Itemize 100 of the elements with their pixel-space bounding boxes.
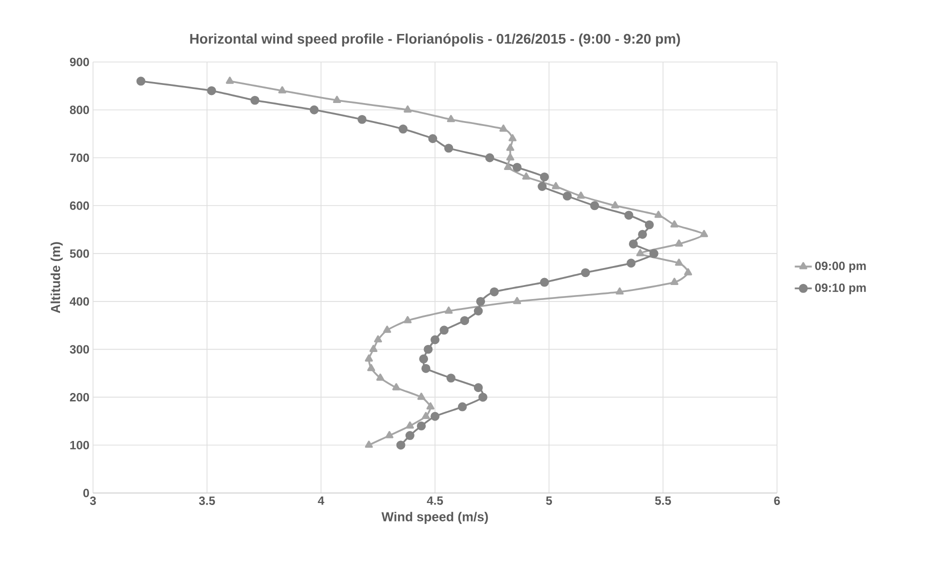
point [426,402,434,410]
point [476,296,486,306]
point [538,182,547,191]
y-tick-label: 200 [70,392,89,402]
point [367,364,376,372]
point [250,96,260,105]
y-tick-label: 400 [70,297,89,306]
point [458,402,467,412]
point [590,201,600,210]
point [644,220,654,230]
point [440,326,449,335]
point [392,383,400,390]
point [369,344,378,352]
point [419,354,428,364]
point [674,258,683,266]
point [700,230,708,238]
point [628,239,638,248]
point [364,354,373,362]
point [499,124,508,132]
point [684,268,692,276]
point [626,258,636,268]
point [636,249,644,256]
point [504,162,512,170]
y-tick-label: 300 [70,345,89,354]
point [404,316,412,324]
point [485,153,494,162]
point [376,374,384,381]
y-tick-label: 600 [70,201,89,210]
point [310,105,319,114]
x-tick-label: 3 [90,496,96,505]
point [421,364,430,373]
point [226,76,234,84]
x-tick-label: 4.5 [426,496,443,505]
point [474,306,483,316]
point [207,86,216,96]
x-tick-label: 3.5 [198,496,215,505]
point [513,296,522,304]
point [136,76,146,86]
point [654,210,662,218]
x-axis-title: Wind speed (m/s) [381,512,488,524]
point [374,335,382,342]
point [540,278,549,287]
point [332,96,341,103]
x-tick-label: 5 [546,496,552,505]
point [417,392,426,400]
point [278,86,286,94]
point [405,431,414,440]
point [422,412,430,420]
y-tick-label: 900 [70,58,89,66]
point [478,392,488,402]
point [576,192,585,199]
point [385,431,394,438]
point [638,230,647,239]
x-tick-label: 5.5 [655,496,671,505]
point [460,316,470,326]
point [398,124,408,134]
point [430,335,440,344]
point [508,134,517,142]
point [430,412,440,421]
point [512,162,522,172]
chart-title: Horizontal wind speed profile - Florianópolis - 01/26/2015 - (9:00 - 9:20 pm) [190,33,680,46]
point [446,374,456,383]
point [444,144,454,153]
point [444,306,453,314]
point [506,153,514,160]
point [358,114,367,124]
point [670,278,678,285]
x-tick-label: 4 [318,496,324,505]
point [404,105,412,113]
point [670,220,678,228]
y-axis-title: Altitude (m) [50,242,63,314]
y-tick-label: 500 [70,249,89,258]
point [446,114,455,122]
point [616,287,624,295]
point [522,172,530,180]
point [624,210,634,220]
y-tick-label: 0 [83,488,89,498]
x-tick-label: 6 [774,496,780,505]
y-tick-label: 700 [70,154,89,162]
point [383,326,392,333]
point [490,287,499,296]
y-tick-label: 100 [70,440,89,450]
point [416,421,426,430]
legend-label: 09:10 pm [815,283,866,294]
point [428,134,438,144]
point [611,201,620,208]
point [364,440,373,448]
point [674,239,683,247]
legend-label: 09:00 pm [815,262,866,272]
point [562,192,572,201]
point [649,249,658,258]
point [540,172,549,182]
y-tick-label: 800 [70,106,89,114]
point [396,440,406,450]
point [506,144,514,151]
point [424,344,433,354]
point [406,421,414,429]
point [474,383,483,392]
point [581,268,590,278]
point [552,182,560,190]
